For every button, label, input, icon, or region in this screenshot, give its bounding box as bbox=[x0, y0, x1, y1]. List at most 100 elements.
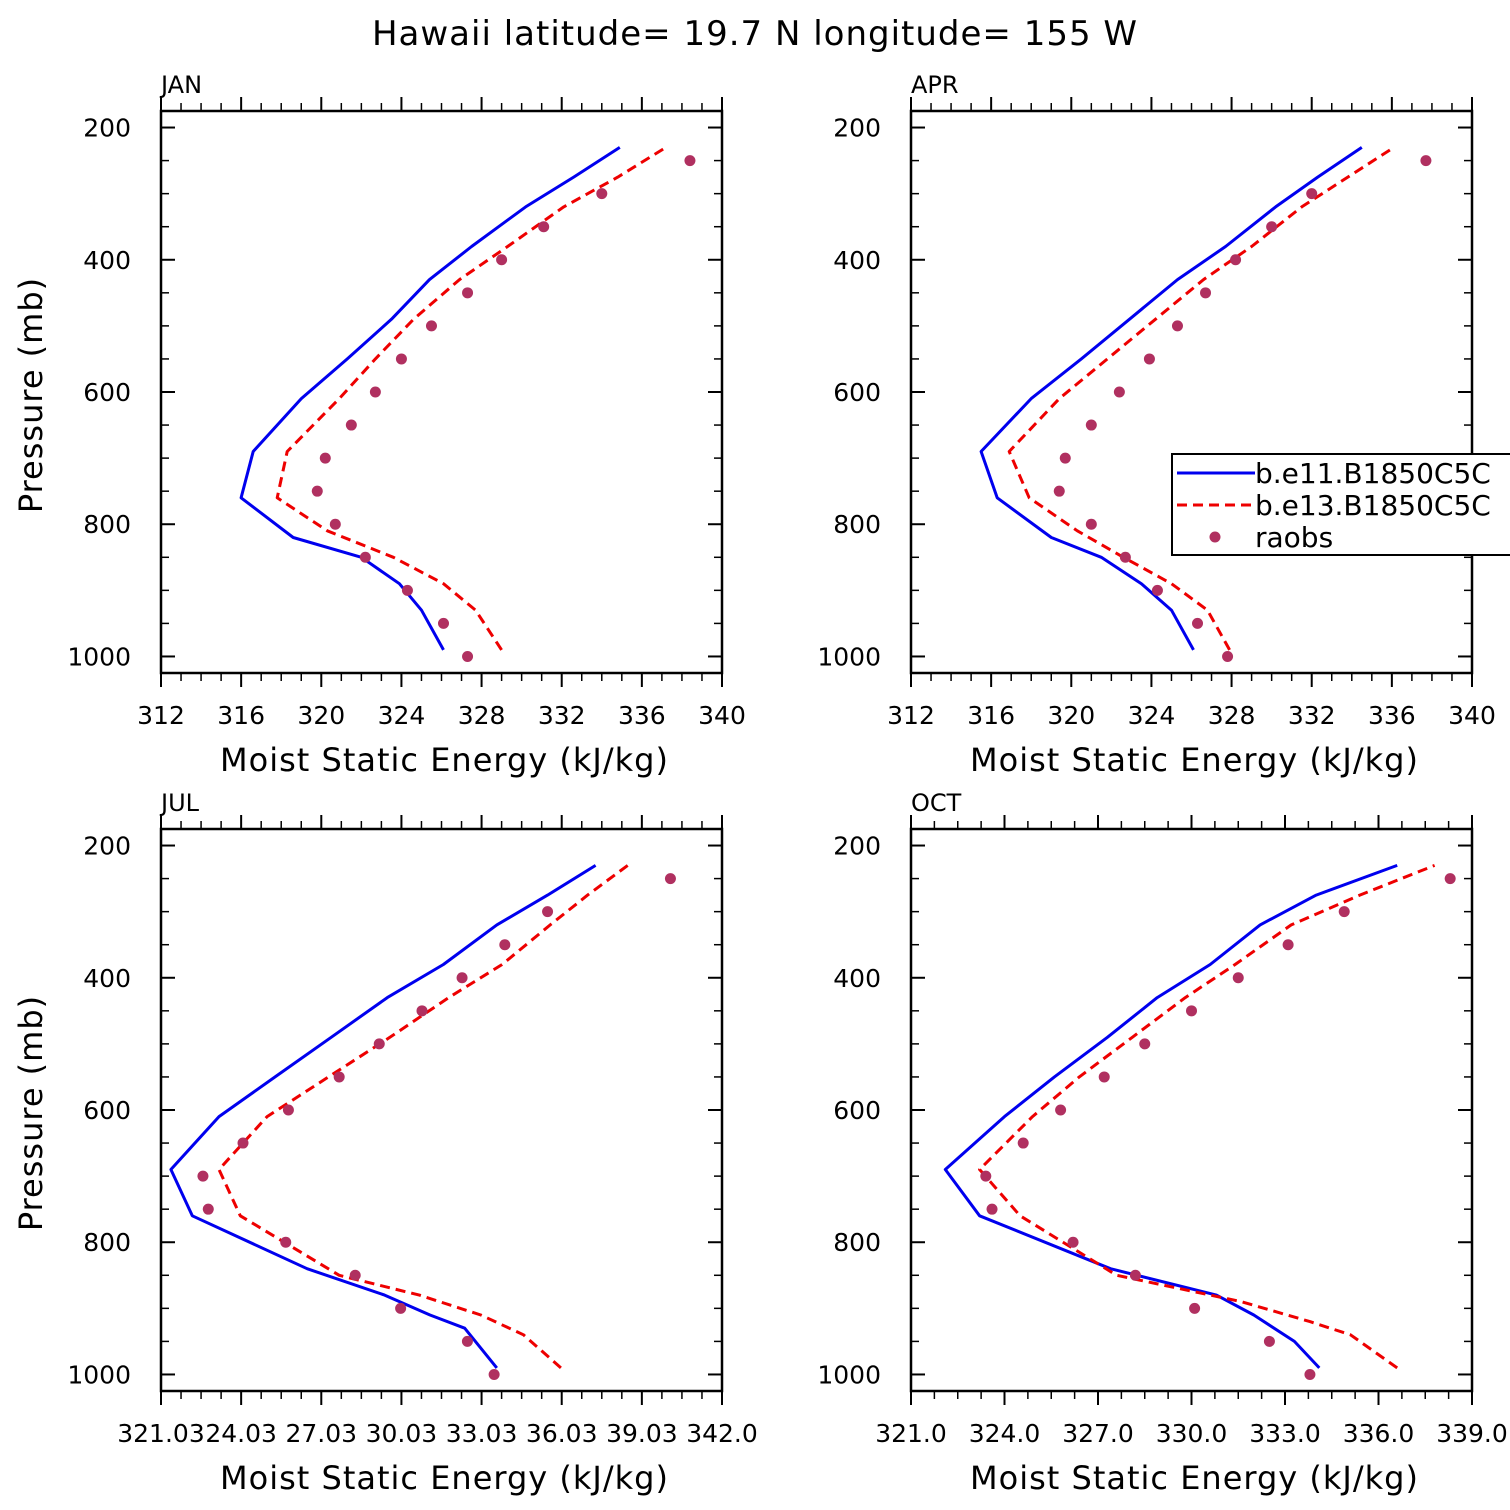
y-tick-label: 200 bbox=[83, 114, 131, 143]
raobs-point bbox=[369, 386, 381, 398]
panel-oct: OCT 200 400 600 800 1000 321.0 324.0 327.0 330.0 3… bbox=[817, 789, 1507, 1497]
x-tick-label: 33.03 bbox=[446, 1419, 518, 1448]
panel-label-oct: OCT bbox=[911, 789, 962, 817]
x-axis-label: Moist Static Energy (kJ/kg) bbox=[970, 741, 1419, 779]
x-tick-label: 328 bbox=[1208, 701, 1256, 730]
x-tick-label: 321.03 bbox=[117, 1419, 204, 1448]
raobs-point bbox=[596, 188, 608, 200]
panel-jul: JUL 200 400 600 800 1000 321.03 24.03 27.03 30.03… bbox=[12, 789, 758, 1497]
raobs-point bbox=[319, 452, 331, 464]
x-axis-label: Moist Static Energy (kJ/kg) bbox=[220, 741, 669, 779]
raobs-point bbox=[986, 1203, 998, 1215]
x-tick-label: 340 bbox=[698, 701, 746, 730]
raobs-point bbox=[1151, 584, 1163, 596]
x-tick-label: 327.0 bbox=[1062, 1419, 1134, 1448]
raobs-point bbox=[395, 1302, 407, 1314]
raobs-point bbox=[1266, 221, 1278, 233]
x-tick-label: 316 bbox=[967, 701, 1015, 730]
x-tick-label: 333.0 bbox=[1249, 1419, 1321, 1448]
y-tick-label: 800 bbox=[833, 510, 881, 539]
raobs-point bbox=[1222, 650, 1234, 662]
y-tick-label: 600 bbox=[83, 1096, 131, 1125]
raobs-point bbox=[345, 419, 357, 431]
x-tick-label: 320 bbox=[297, 701, 345, 730]
x-tick-label: 336 bbox=[1368, 701, 1416, 730]
raobs-point bbox=[1055, 1104, 1067, 1116]
panel-jan: JAN 200 400 600 800 1000 312 316 320 324 328 332 336… bbox=[12, 71, 746, 779]
x-tick-label: 339.0 bbox=[1436, 1419, 1508, 1448]
y-tick-label: 600 bbox=[833, 1096, 881, 1125]
raobs-point bbox=[499, 939, 511, 951]
y-tick-label: 400 bbox=[833, 246, 881, 275]
raobs-point bbox=[1059, 452, 1071, 464]
raobs-point bbox=[359, 551, 371, 563]
raobs-point bbox=[496, 254, 508, 266]
raobs-point bbox=[1338, 906, 1350, 918]
x-tick-label: 336 bbox=[618, 701, 666, 730]
series-line-b-e13 bbox=[978, 864, 1436, 1370]
raobs-point bbox=[1189, 1302, 1201, 1314]
raobs-point bbox=[1113, 386, 1125, 398]
y-tick-label: 800 bbox=[83, 1228, 131, 1257]
raobs-point bbox=[237, 1137, 249, 1149]
raobs-point bbox=[542, 906, 554, 918]
y-axis-label: Pressure (mb) bbox=[12, 277, 50, 513]
raobs-point bbox=[1085, 518, 1097, 530]
x-tick-label: 320 bbox=[1047, 701, 1095, 730]
y-tick-label: 800 bbox=[83, 510, 131, 539]
y-tick-label: 1000 bbox=[817, 1360, 881, 1389]
figure-title: Hawaii latitude= 19.7 N longitude= 155 W bbox=[372, 14, 1138, 54]
raobs-point bbox=[1171, 320, 1183, 332]
legend-label: raobs bbox=[1255, 521, 1333, 554]
x-tick-label: 336.0 bbox=[1343, 1419, 1415, 1448]
x-tick-label: 312 bbox=[887, 701, 935, 730]
y-tick-label: 1000 bbox=[67, 642, 131, 671]
raobs-point bbox=[461, 1335, 473, 1347]
raobs-point bbox=[1420, 155, 1432, 167]
raobs-point bbox=[462, 650, 474, 662]
x-tick-label: 39.03 bbox=[606, 1419, 678, 1448]
raobs-point bbox=[329, 518, 341, 530]
panels-group: JAN 200 400 600 800 1000 312 316 320 324 328 332 336… bbox=[12, 71, 1508, 1497]
raobs-point bbox=[488, 1368, 500, 1380]
raobs-point bbox=[1304, 1368, 1316, 1380]
raobs-point bbox=[282, 1104, 294, 1116]
series-line-b-e11 bbox=[943, 863, 1398, 1369]
raobs-point bbox=[1200, 287, 1212, 299]
raobs-point bbox=[1139, 1038, 1151, 1050]
x-tick-label: 30.03 bbox=[366, 1419, 438, 1448]
x-tick-label: 324 bbox=[1128, 701, 1176, 730]
raobs-point bbox=[416, 1005, 428, 1017]
raobs-point bbox=[401, 584, 413, 596]
raobs-point bbox=[1232, 972, 1244, 984]
raobs-point bbox=[1186, 1005, 1197, 1017]
y-tick-label: 400 bbox=[833, 964, 881, 993]
raobs-point bbox=[197, 1170, 209, 1182]
x-tick-label: 324 bbox=[378, 701, 426, 730]
raobs-point bbox=[1192, 617, 1204, 629]
x-tick-label: 340 bbox=[1448, 701, 1496, 730]
raobs-point bbox=[373, 1038, 385, 1050]
x-tick-label: 328 bbox=[458, 701, 506, 730]
raobs-point bbox=[1306, 188, 1318, 200]
legend-label: b.e13.B1850C5C bbox=[1255, 489, 1491, 522]
raobs-point bbox=[456, 972, 468, 984]
raobs-point bbox=[1129, 1269, 1141, 1281]
x-tick-label: 316 bbox=[217, 701, 265, 730]
legend-marker-raobs bbox=[1209, 531, 1221, 543]
y-tick-label: 1000 bbox=[67, 1360, 131, 1389]
panel-label-jan: JAN bbox=[159, 71, 202, 99]
raobs-point bbox=[1119, 551, 1131, 563]
raobs-point bbox=[1017, 1137, 1029, 1149]
raobs-point bbox=[538, 221, 550, 233]
x-tick-label: 330.0 bbox=[1156, 1419, 1228, 1448]
legend-label: b.e11.B1850C5C bbox=[1255, 457, 1491, 490]
y-tick-label: 400 bbox=[83, 964, 131, 993]
x-tick-label: 324.0 bbox=[969, 1419, 1041, 1448]
raobs-point bbox=[349, 1269, 361, 1281]
series-line-b-e11 bbox=[169, 864, 597, 1369]
x-tick-label: 27.03 bbox=[285, 1419, 357, 1448]
